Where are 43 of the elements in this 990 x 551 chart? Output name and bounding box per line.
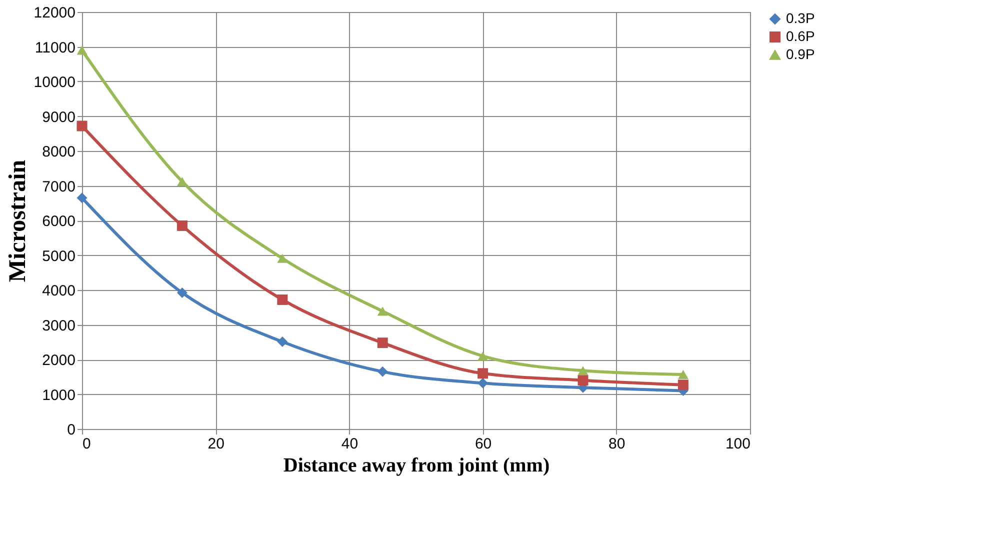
point — [377, 306, 388, 316]
point — [377, 366, 388, 377]
x-tick-label: 80 — [608, 436, 626, 452]
y-tick-label: 8000 — [42, 144, 76, 160]
point — [478, 368, 488, 379]
y-tick-label: 2000 — [42, 352, 76, 369]
point — [176, 288, 188, 298]
legend-label: 0.6P — [786, 28, 815, 44]
point — [578, 375, 588, 386]
point — [678, 380, 688, 390]
x-tick-label: 0 — [82, 436, 91, 452]
point — [478, 378, 488, 388]
point — [76, 120, 88, 132]
point — [277, 336, 288, 348]
point — [176, 177, 188, 186]
point — [76, 46, 88, 55]
y-tick-label: 1000 — [42, 386, 76, 404]
y-tick-label: 3000 — [42, 317, 76, 334]
y-tick-label: 0 — [67, 422, 76, 438]
x-axis-title: Distance away from joint (mm) — [283, 454, 550, 476]
y-tick-label: 11000 — [34, 39, 76, 56]
y-tick-label: 10000 — [34, 74, 76, 91]
y-tick-label: 6000 — [42, 213, 76, 230]
point — [76, 192, 88, 204]
x-tick-label: 100 — [725, 436, 750, 452]
point — [176, 220, 188, 231]
point — [277, 254, 288, 263]
legend-label: 0.3P — [786, 10, 815, 26]
point — [377, 338, 388, 348]
y-tick-label: 9000 — [42, 108, 76, 126]
legend-label: 0.9P — [786, 46, 815, 62]
y-tick-label: 7000 — [42, 178, 76, 196]
point — [678, 370, 688, 379]
point — [578, 366, 588, 376]
point — [478, 351, 488, 361]
x-tick-label: 20 — [208, 436, 224, 452]
y-tick-label: 4000 — [42, 282, 76, 300]
y-axis-title: Microstrain — [4, 160, 31, 282]
point — [277, 294, 288, 305]
x-tick-label: 40 — [341, 436, 358, 452]
y-tick-label: 12000 — [34, 4, 76, 22]
y-tick-label: 5000 — [42, 248, 76, 265]
x-tick-label: 60 — [474, 436, 492, 452]
